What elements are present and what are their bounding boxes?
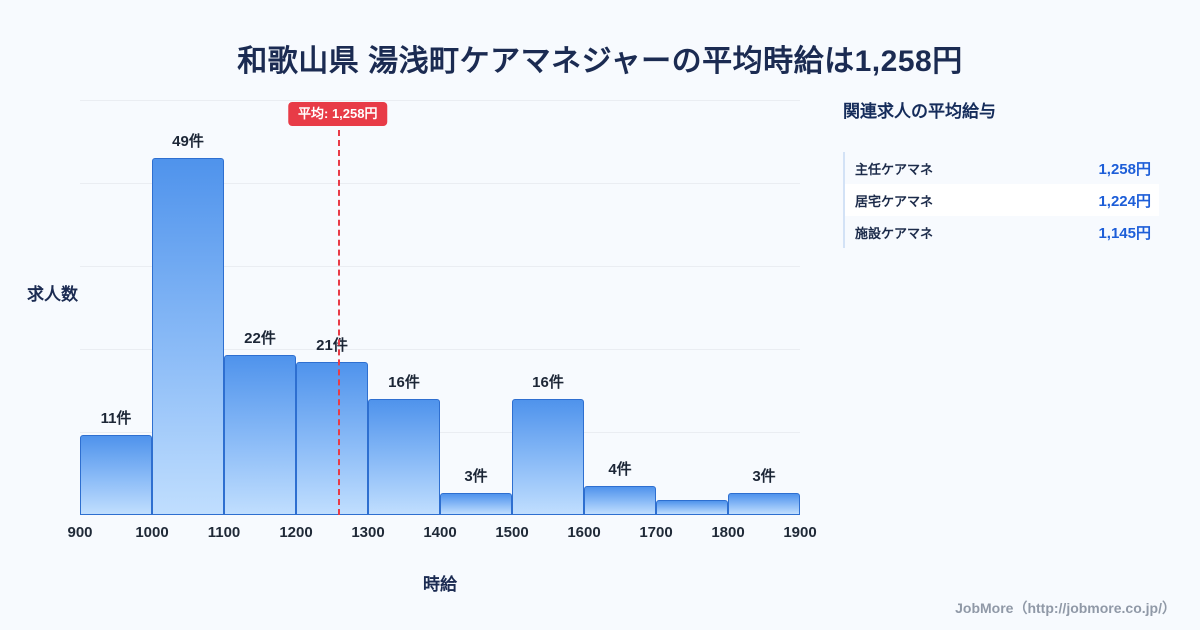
salary-list: 主任ケアマネ 1,258円 居宅ケアマネ 1,224円 施設ケアマネ 1,145…	[843, 152, 1159, 248]
x-axis-tick: 1100	[207, 524, 241, 541]
bar-count-label: 22件	[244, 330, 276, 347]
side-panel-heading: 関連求人の平均給与	[843, 102, 996, 121]
histogram-plot-area: 平均: 1,258円 11件 49件 22件 21件 16件 3件 16件 4件 3件	[80, 100, 800, 515]
histogram-bar-1500-1600	[512, 399, 584, 515]
bar-count-label: 3件	[464, 468, 488, 485]
histogram-bar-1700-1800	[656, 500, 728, 515]
x-axis-tick: 900	[67, 524, 93, 541]
x-axis-tick: 1500	[495, 524, 529, 541]
side-panel: 関連求人の平均給与 主任ケアマネ 1,258円 居宅ケアマネ 1,224円 施設…	[843, 97, 1159, 248]
x-axis-tick: 1800	[711, 524, 745, 541]
x-axis-tick: 1300	[351, 524, 385, 541]
gridline	[80, 432, 800, 433]
x-axis-tick: 1400	[423, 524, 457, 541]
histogram-bar-1800-1900	[728, 493, 800, 515]
bar-count-label: 11件	[100, 410, 132, 427]
salary-row-value: 1,224円	[1098, 192, 1151, 210]
histogram-bar-1100-1200	[224, 355, 296, 515]
histogram-bar-1400-1500	[440, 493, 512, 515]
x-axis-tick: 1000	[135, 524, 169, 541]
salary-row-facility: 施設ケアマネ 1,145円	[845, 216, 1159, 248]
x-axis-ticks: 900 1000 1100 1200 1300 1400 1500 1600 1700 1800 1…	[67, 524, 816, 544]
gridline	[80, 266, 800, 267]
x-axis-tick: 1700	[639, 524, 673, 541]
x-axis-tick: 1200	[279, 524, 313, 541]
histogram-bar-1600-1700	[584, 486, 656, 515]
salary-row-chief: 主任ケアマネ 1,258円	[845, 152, 1159, 184]
gridline	[80, 349, 800, 350]
salary-row-home: 居宅ケアマネ 1,224円	[845, 184, 1159, 216]
bar-count-label: 16件	[388, 374, 420, 391]
y-axis-label: 求人数	[27, 285, 78, 304]
salary-row-value: 1,258円	[1098, 160, 1151, 178]
bar-count-label: 16件	[532, 374, 564, 391]
salary-row-label: 施設ケアマネ	[855, 225, 934, 241]
histogram-bar-1000-1100	[152, 158, 224, 515]
page-title: 和歌山県 湯浅町ケアマネジャーの平均時給は1,258円	[237, 45, 963, 78]
bar-count-label: 3件	[752, 468, 776, 485]
bar-count-label: 21件	[316, 337, 348, 354]
bar-count-label: 49件	[172, 133, 204, 150]
salary-row-label: 主任ケアマネ	[855, 161, 934, 177]
salary-row-label: 居宅ケアマネ	[855, 193, 934, 209]
x-axis-tick: 1900	[783, 524, 817, 541]
x-axis-tick: 1600	[567, 524, 601, 541]
average-badge: 平均: 1,258円	[288, 102, 388, 126]
salary-row-value: 1,145円	[1098, 224, 1151, 242]
bar-count-label: 4件	[608, 461, 632, 478]
histogram-bar-1300-1400	[368, 399, 440, 515]
x-axis-label: 時給	[423, 575, 457, 594]
histogram-bar-1200-1300	[296, 362, 368, 515]
gridline	[80, 183, 800, 184]
gridline	[80, 100, 800, 101]
average-line	[337, 130, 340, 515]
histogram-bar-900-1000	[80, 435, 152, 515]
footer-credit: JobMore（http://jobmore.co.jp/）	[955, 600, 1176, 616]
